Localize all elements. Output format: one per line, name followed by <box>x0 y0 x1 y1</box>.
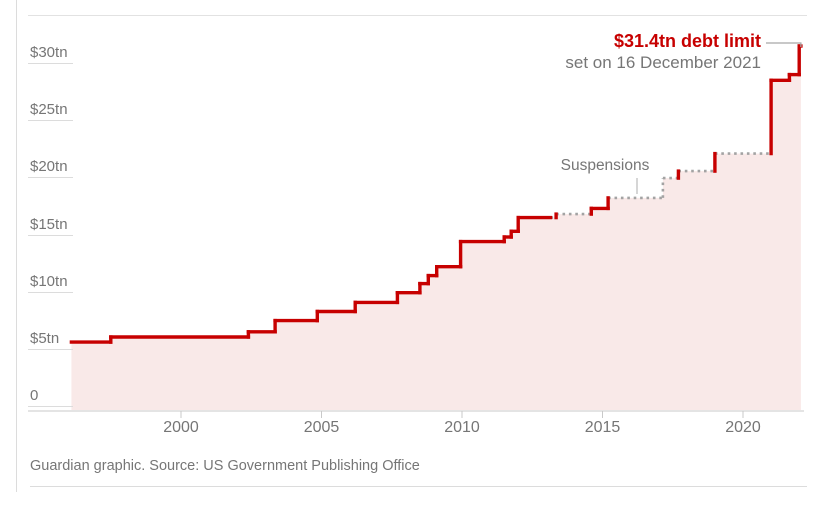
y-axis-label: $30tn <box>30 44 68 61</box>
x-axis-label: 2020 <box>725 419 761 436</box>
y-axis-label: 0 <box>30 387 39 404</box>
debt-limit-annotation-subtitle: set on 16 December 2021 <box>565 53 761 72</box>
y-gridline <box>28 234 73 236</box>
y-gridline <box>28 177 73 179</box>
left-border-rule <box>16 0 17 492</box>
y-gridline <box>28 120 73 122</box>
y-gridline <box>28 63 73 64</box>
top-border-rule <box>28 15 807 16</box>
y-gridline <box>28 406 73 407</box>
y-gridline <box>28 348 73 350</box>
suspensions-label: Suspensions <box>560 157 650 174</box>
y-axis-label: $10tn <box>30 272 68 290</box>
debt-limit-annotation-title: $31.4tn debt limit <box>613 31 761 51</box>
y-axis-label: $5tn <box>30 329 60 347</box>
x-axis-label: 2010 <box>444 419 480 436</box>
bottom-border-rule <box>30 486 807 487</box>
x-axis-label: 2005 <box>303 419 340 436</box>
y-axis-label: $25tn <box>30 101 68 119</box>
debt-limit-annotation: $31.4tn debt limit set on 16 December 20… <box>565 31 761 73</box>
y-gridline <box>28 291 73 293</box>
x-axis-label: 2015 <box>584 419 621 436</box>
y-axis-label: $15tn <box>30 215 68 233</box>
y-axis-label: $20tn <box>30 158 68 176</box>
area-fill <box>71 46 801 410</box>
x-axis-label: 2000 <box>163 419 199 436</box>
source-caption: Guardian graphic. Source: US Government … <box>30 458 420 474</box>
annotation-leader-line <box>766 42 802 47</box>
